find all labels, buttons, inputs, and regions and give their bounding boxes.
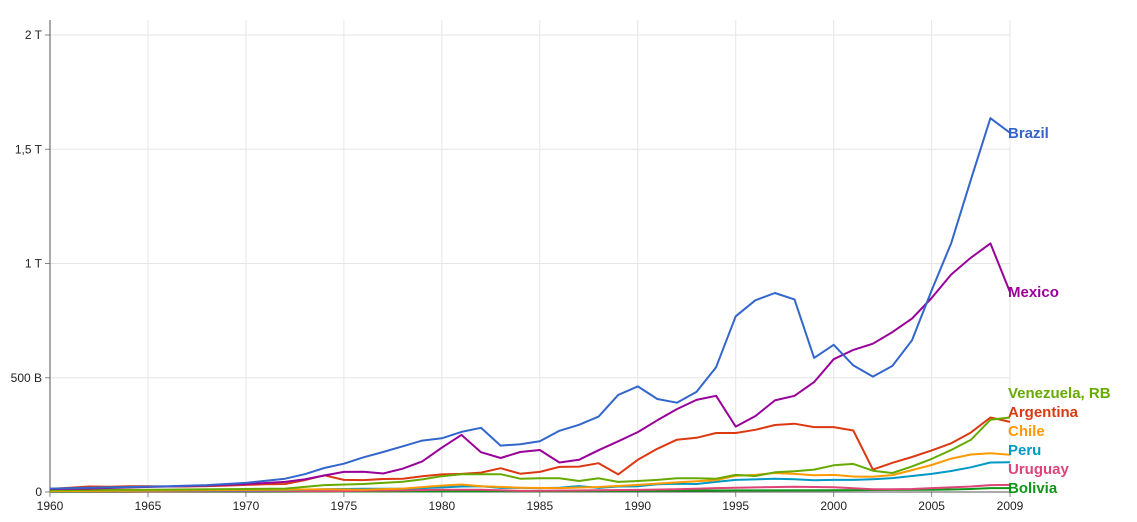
x-tick-label: 1975 <box>331 499 358 513</box>
x-tick-label: 1970 <box>233 499 260 513</box>
series-label-mexico[interactable]: Mexico <box>1008 284 1059 301</box>
x-tick-label: 1980 <box>428 499 455 513</box>
x-tick-label: 1995 <box>722 499 749 513</box>
series-label-argentina[interactable]: Argentina <box>1008 404 1079 421</box>
series-label-venezuela-rb[interactable]: Venezuela, RB <box>1008 385 1111 402</box>
grid <box>50 20 1011 492</box>
x-tick-label: 2005 <box>918 499 945 513</box>
series-label-brazil[interactable]: Brazil <box>1008 125 1049 142</box>
series-label-chile[interactable]: Chile <box>1008 423 1045 440</box>
series-line-venezuela-rb <box>49 416 1011 492</box>
series-lines <box>49 117 1011 493</box>
x-tick-label: 1990 <box>624 499 651 513</box>
x-tick-label: 1985 <box>526 499 553 513</box>
series-labels: Bolivia Uruguay Peru Chile Argentina Venezuel… <box>1008 125 1111 497</box>
y-tick-label: 2 T <box>25 28 43 42</box>
series-label-bolivia[interactable]: Bolivia <box>1008 480 1058 497</box>
y-tick-label: 1 T <box>25 257 43 271</box>
series-label-uruguay[interactable]: Uruguay <box>1008 461 1070 478</box>
series-line-mexico <box>49 242 1011 490</box>
y-tick-label: 1,5 T <box>15 142 43 156</box>
x-tick-label: 2009 <box>997 499 1024 513</box>
x-tick-label: 2000 <box>820 499 847 513</box>
series-line-chile <box>49 452 1011 493</box>
series-label-peru[interactable]: Peru <box>1008 442 1041 459</box>
x-tick-label: 1965 <box>135 499 162 513</box>
y-axis: 0 500 B 1 T 1,5 T 2 T <box>11 20 51 499</box>
series-line-uruguay <box>50 483 1011 493</box>
x-tick-label: 1960 <box>37 499 64 513</box>
series-line-brazil <box>49 117 1011 490</box>
x-axis: 1960 1965 1970 1975 1980 1985 1990 1995 2000 2005… <box>37 491 1024 513</box>
y-tick-label: 500 B <box>11 371 42 385</box>
y-tick-label: 0 <box>35 485 42 499</box>
